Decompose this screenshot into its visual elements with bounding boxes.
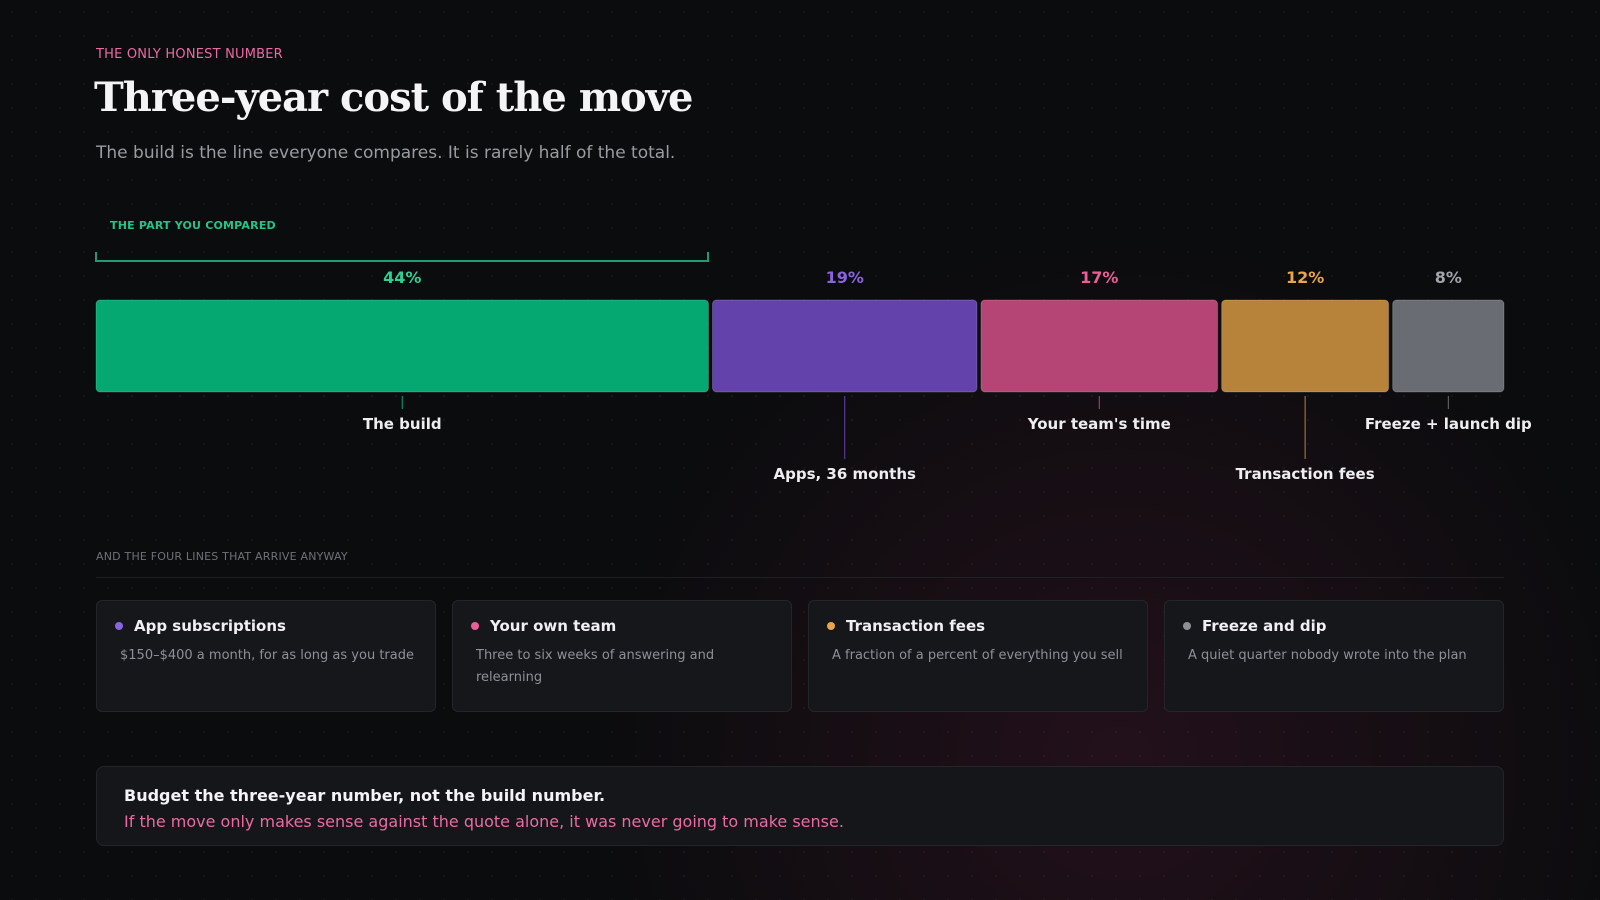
page-subtitle: The build is the line everyone compares.… [96, 143, 676, 163]
page-title: Three-year cost of the move [94, 74, 693, 121]
callout-box: Budget the three-year number, not the bu… [96, 766, 1504, 846]
bracket-label: THE PART YOU COMPARED [110, 219, 276, 232]
bar-segment [980, 299, 1219, 393]
card-title: App subscriptions [134, 617, 286, 635]
card-description: Three to six weeks of answering and rele… [476, 648, 715, 685]
bar-segment [1392, 299, 1505, 393]
eyebrow-label: THE ONLY HONEST NUMBER [96, 47, 283, 62]
bar-segment [95, 299, 709, 393]
callout-main-text: Budget the three-year number, not the bu… [124, 786, 606, 805]
value-label: 44% [383, 268, 421, 287]
card-description: A quiet quarter nobody wrote into the pl… [1188, 648, 1467, 663]
bullet-dot-icon [827, 622, 835, 630]
section-label: AND THE FOUR LINES THAT ARRIVE ANYWAY [96, 550, 348, 563]
bullet-dot-icon [115, 622, 123, 630]
value-label: 19% [826, 268, 864, 287]
category-label: Apps, 36 months [774, 465, 916, 483]
value-label: 8% [1435, 268, 1462, 287]
section-divider [96, 577, 1504, 578]
category-label: Your team's time [1027, 415, 1171, 433]
card-your-own-team: Your own team Three to six weeks of answ… [452, 600, 792, 712]
card-app-subscriptions: App subscriptions $150–$400 a month, for… [96, 600, 436, 712]
card-description: $150–$400 a month, for as long as you tr… [120, 648, 414, 663]
value-label: 12% [1286, 268, 1324, 287]
cost-stacked-bar-chart: 44% The build 19% Apps, 36 months 17% Your te… [95, 268, 1532, 483]
value-label: 17% [1080, 268, 1118, 287]
callout-sub-text: If the move only makes sense against the… [124, 812, 844, 831]
card-transaction-fees: Transaction fees A fraction of a percent… [808, 600, 1148, 712]
category-label: Freeze + launch dip [1365, 415, 1532, 433]
bullet-dot-icon [471, 622, 479, 630]
category-label: The build [363, 415, 442, 433]
bullet-dot-icon [1183, 622, 1191, 630]
category-label: Transaction fees [1236, 465, 1375, 483]
card-freeze-and-dip: Freeze and dip A quiet quarter nobody wr… [1164, 600, 1504, 712]
card-description: A fraction of a percent of everything yo… [832, 648, 1123, 663]
bar-segment [1221, 299, 1390, 393]
card-title: Transaction fees [846, 617, 986, 635]
compared-bracket [95, 252, 709, 262]
card-title: Your own team [490, 617, 617, 635]
bar-segment [711, 299, 978, 393]
card-title: Freeze and dip [1202, 617, 1327, 635]
cost-cards: App subscriptions $150–$400 a month, for… [96, 600, 1504, 712]
